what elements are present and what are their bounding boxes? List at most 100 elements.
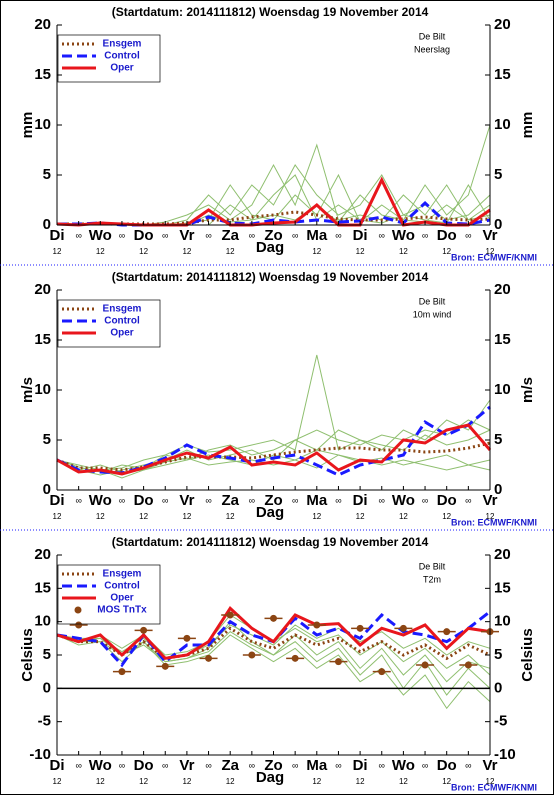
series-line bbox=[56, 423, 492, 476]
legend-label: Control bbox=[104, 581, 140, 592]
y2-tick-label: 0 bbox=[494, 679, 502, 696]
variable: Neerslag bbox=[414, 44, 450, 54]
x-tick-label: Zo bbox=[264, 227, 282, 244]
mos-point bbox=[205, 654, 213, 662]
y-tick-label: 10 bbox=[34, 116, 51, 133]
x-tick-label: Di bbox=[50, 757, 65, 774]
y2-tick-label: 0 bbox=[494, 481, 502, 498]
mos-point bbox=[226, 611, 234, 619]
y2-tick-label: -10 bbox=[494, 746, 516, 763]
y2-axis-label: mm bbox=[519, 112, 536, 139]
y-tick-label: 20 bbox=[34, 16, 51, 33]
mos-point bbox=[270, 614, 277, 622]
y-axis-label: m/s bbox=[19, 377, 36, 403]
x-tick-label: Do bbox=[134, 757, 154, 774]
x-tick-label: ∞ bbox=[119, 760, 125, 770]
y-tick-label: 10 bbox=[34, 381, 51, 398]
x-tick-label: ∞ bbox=[335, 760, 341, 770]
mos-point bbox=[75, 621, 83, 629]
legend-box bbox=[57, 299, 161, 348]
x-sub-label: 12 bbox=[139, 512, 148, 521]
x-sub-label: 12 bbox=[139, 777, 148, 786]
legend-label: Oper bbox=[110, 593, 133, 604]
y2-tick-label: 15 bbox=[494, 66, 511, 83]
mos-point bbox=[356, 624, 364, 632]
x-tick-label: Di bbox=[353, 227, 368, 244]
x-sub-label: 12 bbox=[182, 512, 191, 521]
ensemble-member bbox=[56, 399, 491, 476]
y-tick-label: 10 bbox=[34, 613, 51, 630]
x-tick-label: Vr bbox=[179, 757, 194, 774]
x-sub-label: 12 bbox=[442, 512, 451, 521]
x-sub-label: 12 bbox=[182, 247, 191, 256]
x-tick-label: Ma bbox=[306, 227, 327, 244]
legend-label: Oper bbox=[110, 328, 133, 339]
y-tick-label: 15 bbox=[34, 66, 51, 83]
x-tick-label: Do bbox=[437, 492, 457, 509]
mos-point bbox=[161, 662, 169, 670]
x-tick-label: ∞ bbox=[335, 495, 341, 505]
x-tick-label: Za bbox=[221, 492, 239, 509]
x-tick-label: ∞ bbox=[422, 230, 428, 240]
ensemble-member bbox=[56, 354, 491, 471]
y-tick-label: -10 bbox=[29, 746, 51, 763]
x-sub-label: 12 bbox=[399, 512, 408, 521]
legend-label: MOS TnTx bbox=[97, 605, 147, 616]
y2-tick-label: -5 bbox=[494, 713, 507, 730]
station: De Bilt bbox=[419, 561, 446, 571]
y2-tick-label: 0 bbox=[494, 216, 502, 233]
x-tick-label: Za bbox=[221, 757, 239, 774]
y2-tick-label: 5 bbox=[494, 431, 502, 448]
x-tick-label: Ma bbox=[306, 757, 327, 774]
legend-swatch bbox=[74, 606, 82, 614]
y-tick-label: 20 bbox=[34, 546, 51, 563]
chart-title: (Startdatum: 2014111812) Woensdag 19 Nov… bbox=[112, 535, 429, 549]
series-line bbox=[56, 606, 491, 660]
chart-title: (Startdatum: 2014111812) Woensdag 19 Nov… bbox=[112, 5, 429, 19]
x-sub-label: 12 bbox=[442, 777, 451, 786]
x-sub-label: 12 bbox=[226, 777, 235, 786]
x-tick-label: Vr bbox=[482, 492, 497, 509]
y2-tick-label: 5 bbox=[494, 166, 502, 183]
x-sub-label: 12 bbox=[96, 247, 105, 256]
legend-label: Oper bbox=[110, 63, 133, 74]
x-sub-label: 12 bbox=[356, 777, 365, 786]
legend-box bbox=[57, 34, 161, 83]
x-axis-label: Dag bbox=[256, 769, 284, 786]
x-tick-label: ∞ bbox=[162, 230, 168, 240]
mos-point bbox=[464, 661, 472, 669]
x-tick-label: ∞ bbox=[379, 760, 385, 770]
y2-tick-label: 10 bbox=[494, 116, 511, 133]
y2-tick-label: 10 bbox=[494, 613, 511, 630]
x-tick-label: ∞ bbox=[119, 230, 125, 240]
y-tick-label: 5 bbox=[43, 431, 51, 448]
series-line bbox=[57, 200, 491, 227]
y-tick-label: 5 bbox=[43, 646, 51, 663]
x-tick-label: Vr bbox=[179, 492, 194, 509]
legend-label: Ensgem bbox=[103, 304, 142, 315]
x-tick-label: Wo bbox=[89, 227, 112, 244]
x-tick-label: Vr bbox=[482, 757, 497, 774]
y2-tick-label: 20 bbox=[494, 546, 511, 563]
x-tick-label: Zo bbox=[264, 757, 282, 774]
ensemble-member bbox=[56, 631, 491, 696]
legend-label: Control bbox=[104, 51, 140, 62]
y-tick-label: -5 bbox=[38, 713, 51, 730]
x-tick-label: Vr bbox=[179, 227, 194, 244]
x-tick-label: ∞ bbox=[292, 495, 298, 505]
x-tick-label: Wo bbox=[392, 227, 415, 244]
legend-label: Ensgem bbox=[103, 39, 142, 50]
mos-point bbox=[334, 658, 342, 666]
x-tick-label: ∞ bbox=[422, 760, 428, 770]
x-tick-label: ∞ bbox=[335, 230, 341, 240]
x-sub-label: 12 bbox=[486, 777, 495, 786]
x-sub-label: 12 bbox=[53, 247, 62, 256]
chart-title: (Startdatum: 2014111812) Woensdag 19 Nov… bbox=[112, 270, 429, 284]
x-tick-label: ∞ bbox=[75, 760, 81, 770]
y2-axis-label: m/s bbox=[519, 377, 536, 403]
x-tick-label: Di bbox=[50, 492, 65, 509]
y2-tick-label: 15 bbox=[494, 331, 511, 348]
variable: 10m wind bbox=[413, 309, 452, 319]
x-tick-label: ∞ bbox=[119, 495, 125, 505]
